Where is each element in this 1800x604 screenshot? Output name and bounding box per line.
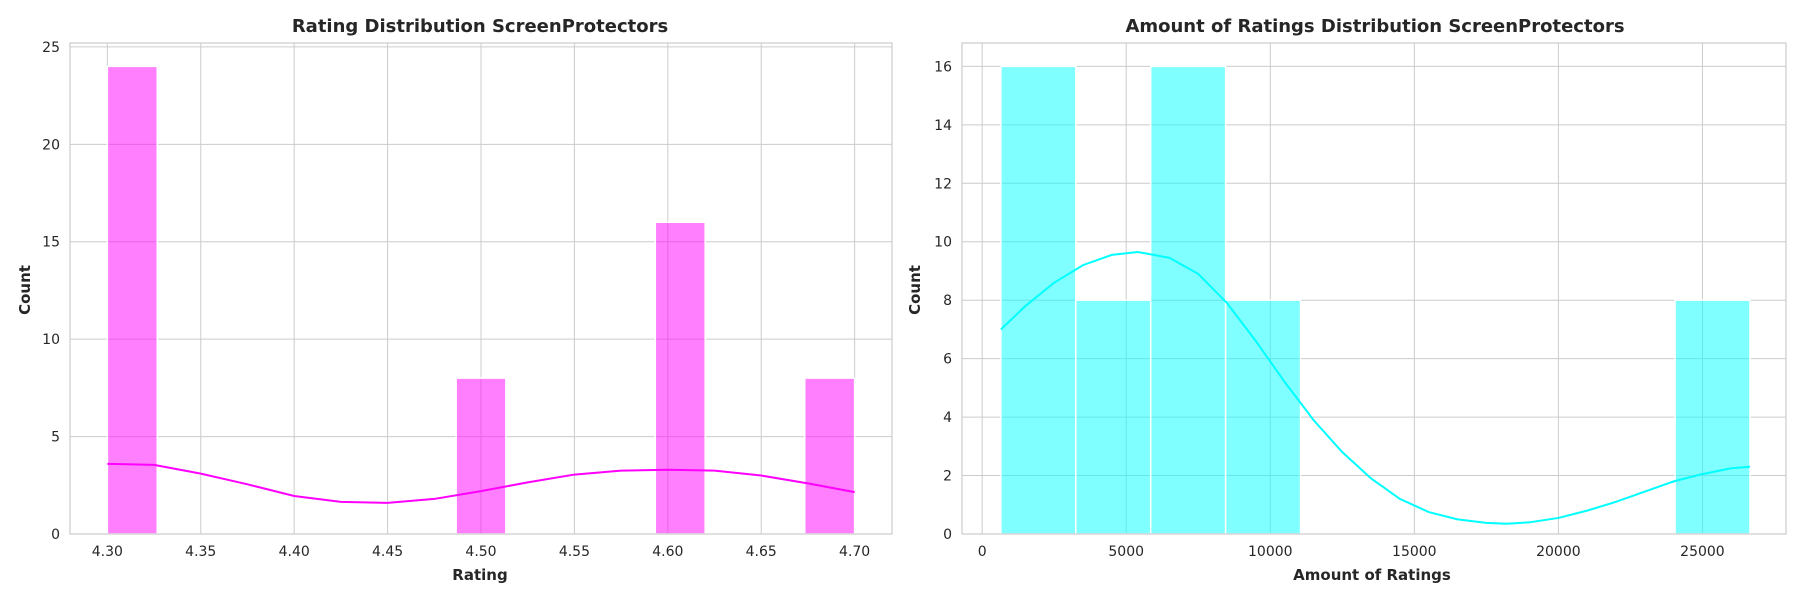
plot-frame — [69, 42, 893, 535]
histogram-bar — [106, 65, 158, 535]
x-tick-label: 4.60 — [652, 544, 683, 560]
y-tick-label: 0 — [943, 527, 952, 543]
histogram-bar — [1224, 299, 1302, 535]
y-tick-label: 25 — [42, 40, 60, 56]
amount-of-ratings-distribution-chart: Amount of Ratings Distribution ScreenPro… — [906, 16, 1787, 584]
histogram-bar — [455, 377, 507, 535]
y-tick-label: 8 — [943, 293, 952, 309]
x-tick-label: 4.55 — [559, 544, 590, 560]
chart-title: Rating Distribution ScreenProtectors — [292, 16, 668, 37]
x-tick-label: 4.70 — [839, 544, 870, 560]
x-tick-label: 10000 — [1248, 544, 1293, 560]
y-tick-label: 10 — [934, 235, 952, 251]
y-tick-label: 16 — [934, 59, 952, 75]
histogram-bar — [804, 377, 856, 535]
y-tick-label: 5 — [51, 430, 60, 446]
x-axis-label: Rating — [452, 566, 507, 584]
plot-frame — [961, 42, 1787, 535]
y-tick-label: 12 — [934, 176, 952, 192]
y-tick-label: 4 — [943, 410, 952, 426]
x-tick-label: 25000 — [1680, 544, 1725, 560]
x-tick-label: 15000 — [1392, 544, 1437, 560]
histogram-bar — [654, 221, 706, 535]
x-tick-label: 4.35 — [185, 544, 216, 560]
x-tick-label: 4.40 — [279, 544, 310, 560]
chart-title: Amount of Ratings Distribution ScreenPro… — [1125, 16, 1624, 37]
kde-curve — [1000, 250, 1751, 525]
histogram-bar — [1075, 299, 1152, 535]
x-tick-label: 4.30 — [92, 544, 123, 560]
y-tick-label: 20 — [42, 137, 60, 153]
histogram-bar — [1000, 65, 1077, 535]
x-tick-label: 4.50 — [465, 544, 496, 560]
x-tick-label: 4.45 — [372, 544, 403, 560]
rating-distribution-chart: Rating Distribution ScreenProtectors Rat… — [16, 16, 893, 584]
y-tick-label: 15 — [42, 235, 60, 251]
histogram-bar — [1149, 65, 1227, 535]
y-axis-label: Count — [906, 265, 924, 315]
histogram-bar — [1674, 299, 1751, 535]
y-tick-label: 0 — [51, 527, 60, 543]
x-tick-label: 4.65 — [746, 544, 777, 560]
y-tick-label: 2 — [943, 469, 952, 485]
y-tick-label: 10 — [42, 332, 60, 348]
x-axis-label: Amount of Ratings — [1293, 566, 1451, 584]
y-axis-label: Count — [16, 265, 34, 315]
x-tick-label: 0 — [978, 544, 987, 560]
kde-curve — [107, 462, 855, 504]
y-tick-label: 14 — [934, 118, 952, 134]
y-tick-label: 6 — [943, 352, 952, 368]
x-tick-label: 5000 — [1108, 544, 1144, 560]
histogram-bars — [106, 65, 856, 535]
x-tick-label: 20000 — [1536, 544, 1581, 560]
histogram-bars — [1000, 65, 1751, 535]
